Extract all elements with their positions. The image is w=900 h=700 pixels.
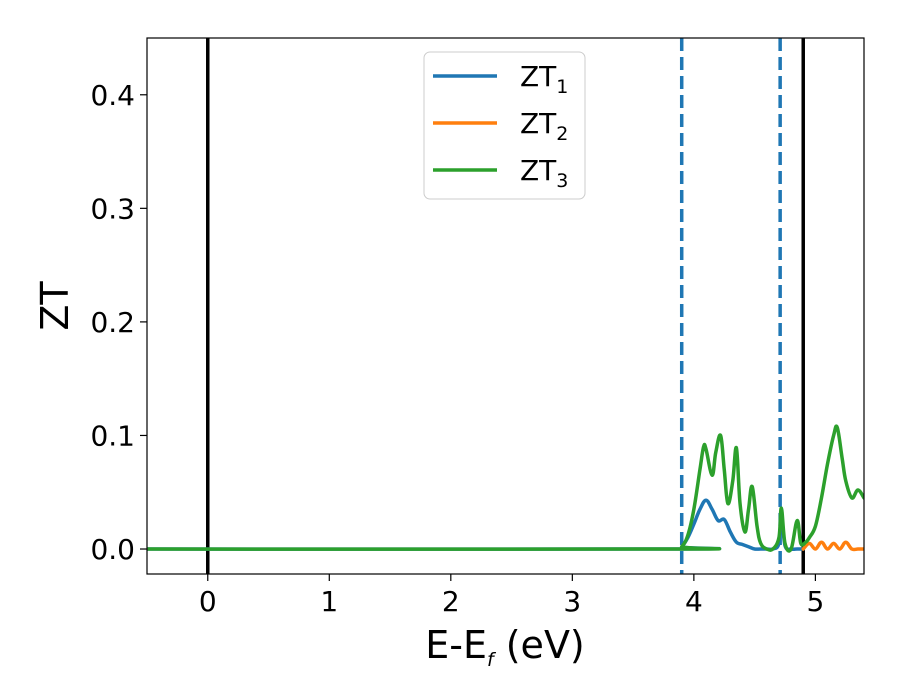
x-axis-label-main: E-E bbox=[425, 623, 487, 667]
y-tick-label: 0.0 bbox=[90, 533, 135, 566]
series-lines bbox=[147, 424, 864, 553]
x-axis: 0 1 2 3 4 5 bbox=[199, 574, 824, 618]
plot-frame bbox=[146, 37, 865, 575]
legend-label-zt2: ZT2 bbox=[520, 107, 568, 145]
x-tick-label: 1 bbox=[320, 585, 338, 618]
y-tick-label: 0.2 bbox=[90, 306, 135, 339]
y-tick-label: 0.4 bbox=[90, 79, 135, 112]
legend-box bbox=[423, 51, 586, 200]
x-axis-label-unit: (eV) bbox=[494, 623, 585, 667]
x-axis-label: E-Ef (eV) bbox=[425, 623, 585, 671]
y-axis: 0.0 0.1 0.2 0.3 0.4 bbox=[90, 79, 147, 566]
x-tick-label: 5 bbox=[806, 585, 824, 618]
legend-label-zt3: ZT3 bbox=[520, 154, 568, 192]
x-tick-label: 4 bbox=[685, 585, 703, 618]
y-axis-label: ZT bbox=[33, 281, 77, 331]
legend-label-zt1: ZT1 bbox=[520, 60, 568, 98]
x-tick-label: 0 bbox=[199, 585, 217, 618]
legend: ZT1 ZT2 ZT3 bbox=[423, 51, 586, 200]
reference-lines bbox=[206, 38, 805, 574]
series-line-zt3 bbox=[147, 424, 864, 553]
x-tick-label: 3 bbox=[563, 585, 581, 618]
x-axis-label-subscript: f bbox=[487, 649, 497, 671]
y-tick-label: 0.1 bbox=[90, 419, 135, 452]
series-line-zt2 bbox=[801, 540, 864, 552]
y-tick-label: 0.3 bbox=[90, 192, 135, 225]
x-tick-label: 2 bbox=[442, 585, 460, 618]
